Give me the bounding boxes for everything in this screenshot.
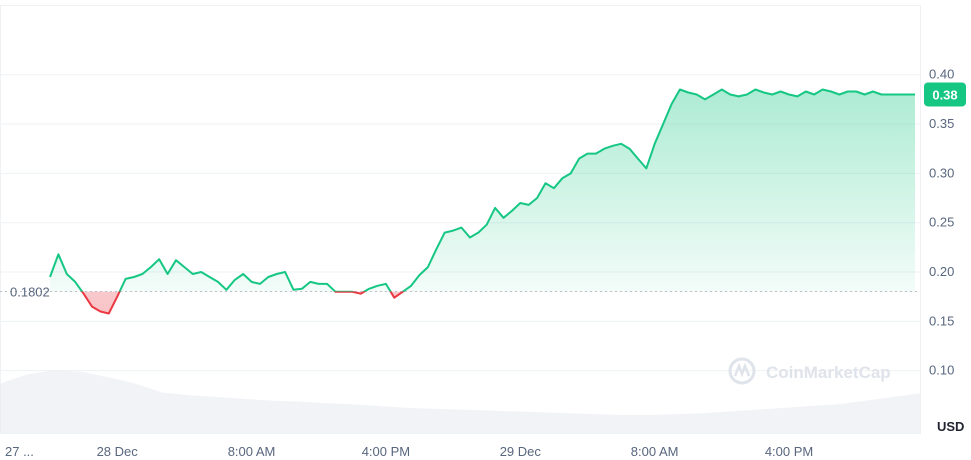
- y-tick-label: 0.40: [929, 67, 954, 82]
- price-badge-background: [924, 82, 966, 107]
- x-tick-label: 8:00 AM: [228, 444, 276, 459]
- y-tick-label: 0.30: [929, 165, 954, 180]
- plot-frame: [0, 5, 921, 434]
- volume-area: [0, 370, 920, 433]
- current-price-badge: 0.38: [924, 82, 966, 107]
- y-tick-label: 0.10: [929, 363, 954, 378]
- y-tick-label: 0.25: [929, 215, 954, 230]
- x-tick-label: 27 ...: [5, 444, 34, 459]
- price-line-up: [49, 88, 915, 292]
- currency-label: USD: [937, 419, 964, 434]
- volume-area-shape: [0, 370, 920, 433]
- up-area-fill: [50, 89, 915, 292]
- x-tick-label: 29 Dec: [500, 444, 542, 459]
- y-axis: 0.10 0.15 0.20 0.25 0.30 0.35 0.40: [929, 67, 954, 378]
- price-line: [49, 88, 915, 315]
- current-price-label: 0.38: [932, 87, 957, 102]
- area-fill: [50, 89, 915, 314]
- y-tick-label: 0.35: [929, 116, 954, 131]
- x-tick-label: 4:00 PM: [765, 444, 813, 459]
- coinmarketcap-logo-icon: [728, 357, 756, 385]
- x-axis: 27 ... 28 Dec 8:00 AM 4:00 PM 29 Dec 8:00 AM 4…: [5, 444, 813, 459]
- x-tick-label: 28 Dec: [97, 444, 139, 459]
- y-tick-label: 0.15: [929, 313, 954, 328]
- watermark: CoinMarketCap: [728, 357, 891, 385]
- baseline-badge: 0.1802: [10, 285, 50, 300]
- y-tick-label: 0.20: [929, 264, 954, 279]
- x-tick-label: 8:00 AM: [631, 444, 679, 459]
- x-tick-label: 4:00 PM: [362, 444, 410, 459]
- watermark-text: CoinMarketCap: [766, 363, 891, 382]
- baseline-label: 0.1802: [10, 285, 50, 300]
- logo-mark-icon: [733, 362, 751, 378]
